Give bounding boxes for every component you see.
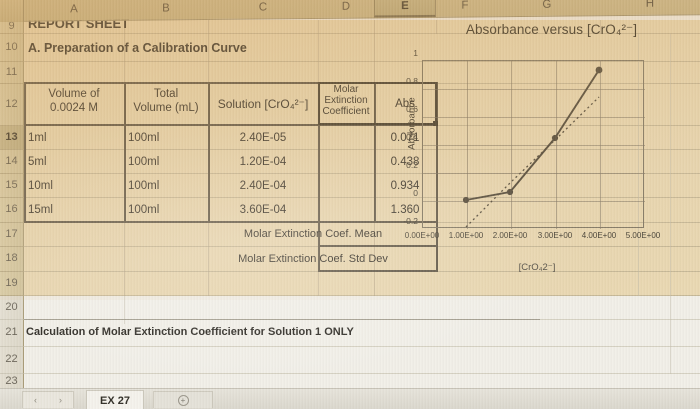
x-tick-1: 1.00E+00 [448, 231, 484, 240]
y-tick-5: 0.8 [406, 76, 418, 86]
cell-a16[interactable]: 15ml [28, 204, 53, 216]
cell-c14[interactable]: 1.20E-04 [239, 155, 287, 168]
plus-circle-icon: + [177, 394, 189, 406]
header-volume-of: Volume of [48, 88, 100, 100]
header-molar: Molar [333, 84, 359, 95]
data-point-4[interactable] [595, 66, 603, 74]
row-header-11[interactable]: 11 [0, 62, 24, 84]
data-point-1[interactable] [462, 196, 470, 204]
x-tick-0: 0.00E+00 [404, 231, 440, 240]
chart-x-ticks: 0.00E+00 1.00E+00 2.00E+00 3.00E+00 4.00… [392, 231, 682, 245]
row-header-16[interactable]: 16 [0, 198, 24, 223]
selected-cell-e13[interactable] [318, 82, 438, 126]
row-header-18[interactable]: 18 [0, 247, 24, 272]
chart-plot-area [422, 60, 645, 229]
header-extinction: Extinction [324, 94, 368, 106]
spreadsheet-grid[interactable]: REPORT SHEET A. Preparation of a Calibra… [24, 16, 700, 390]
cell-b14[interactable]: 100ml [128, 155, 160, 168]
data-point-2[interactable] [506, 188, 514, 196]
y-tick-3: 0.4 [406, 132, 418, 142]
fill-handle[interactable] [433, 121, 438, 126]
x-tick-2: 2.00E+00 [492, 231, 528, 240]
cell-c12-solution-header[interactable]: Solution [CrO₄²⁻] [217, 97, 309, 111]
cell-c16[interactable]: 3.60E-04 [239, 204, 287, 216]
column-header-g[interactable]: G [542, 0, 552, 11]
add-sheet-button[interactable]: + [153, 391, 213, 408]
row-header-20[interactable]: 20 [0, 296, 24, 320]
row-header-9[interactable]: 9 [0, 20, 24, 34]
y-tick-4: 0.6 [406, 104, 418, 114]
column-header-a[interactable]: A [70, 3, 78, 16]
cell-a15[interactable]: 10ml [28, 179, 53, 192]
cell-b13[interactable]: 100ml [128, 131, 160, 144]
cell-a14[interactable]: 5ml [28, 155, 47, 168]
x-tick-4: 4.00E+00 [581, 231, 617, 240]
y-tick-0: -0.2 [403, 216, 418, 226]
data-line [465, 69, 600, 201]
cell-c18-stddev-label[interactable]: Molar Extinction Coef. Std Dev [238, 253, 388, 265]
cell-c13[interactable]: 2.40E-05 [239, 131, 287, 144]
sheet-tan-region [24, 20, 700, 296]
cell-d14[interactable]: 0.438 [390, 155, 420, 168]
cell-a13[interactable]: 1ml [28, 131, 47, 144]
sheet-nav-arrows[interactable]: ‹ › [22, 391, 74, 408]
trendline-dotted [465, 96, 600, 228]
next-sheet-arrow-icon[interactable]: › [59, 395, 62, 405]
row-header-gutter: 9 10 11 12 13 14 15 16 17 18 19 20 21 22… [0, 20, 24, 390]
sheet-white-region [24, 296, 700, 390]
chart-series-group [462, 66, 603, 228]
column-header-e[interactable]: E [374, 0, 436, 18]
row-header-22[interactable]: 22 [0, 347, 24, 374]
cell-c17-mean-label[interactable]: Molar Extinction Coef. Mean [243, 228, 383, 240]
row-header-14[interactable]: 14 [0, 150, 24, 174]
cell-d15[interactable]: 0.934 [390, 179, 420, 192]
x-tick-3: 3.00E+00 [537, 231, 573, 240]
sheet-tab-ex27[interactable]: EX 27 [86, 390, 144, 409]
cell-e12-coefficient-header[interactable]: Molar Extinction Coefficient [320, 84, 372, 128]
cell-b16[interactable]: 100ml [128, 204, 160, 216]
column-header-bar: A B C D E F G H [0, 0, 700, 23]
header-total: Total [153, 88, 179, 100]
column-header-b[interactable]: B [162, 2, 170, 15]
row-header-15[interactable]: 15 [0, 174, 24, 198]
cell-c15[interactable]: 2.40E-04 [239, 179, 287, 192]
column-header-f[interactable]: F [461, 0, 469, 12]
y-tick-1: 0 [413, 188, 418, 198]
cell-a21-footer-note[interactable]: Calculation of Molar Extinction Coeffici… [26, 326, 354, 338]
row-header-19[interactable]: 19 [0, 272, 24, 296]
row-header-12[interactable]: 12 [0, 84, 24, 126]
cell-d13[interactable]: 0.071 [390, 131, 420, 144]
chart-y-ticks: -0.2 0 0.2 0.4 0.6 0.8 1 [386, 48, 420, 236]
chart-title: Absorbance versus [CrO₄²⁻] [465, 22, 638, 37]
sheet-tab-bar: ‹ › EX 27 + [0, 388, 700, 409]
cell-b15[interactable]: 100ml [128, 179, 160, 192]
select-all-corner[interactable] [0, 0, 24, 23]
header-molarity: 0.0024 M [50, 102, 98, 115]
row-header-13[interactable]: 13 [0, 126, 24, 150]
column-header-d[interactable]: D [341, 0, 351, 13]
row-header-17[interactable]: 17 [0, 223, 24, 247]
column-header-c[interactable]: C [258, 1, 268, 14]
absorbance-chart[interactable]: Absorbance versus [CrO₄²⁻] Absorbance -0… [386, 22, 682, 290]
data-point-3[interactable] [551, 134, 559, 142]
cell-b12-total-volume-header[interactable]: Total Volume (mL) [126, 86, 206, 122]
cell-a12-volume-header[interactable]: Volume of 0.0024 M [26, 86, 122, 122]
row-header-21[interactable]: 21 [0, 320, 24, 347]
column-header-h[interactable]: H [645, 0, 655, 10]
row-header-10[interactable]: 10 [0, 34, 24, 62]
chart-x-axis-label: [CrO₄2⁻] [518, 262, 556, 273]
header-total-volume: Volume (mL) [133, 102, 199, 115]
cell-d12-abs-header[interactable]: Abs [395, 98, 415, 110]
cell-a10-section-title[interactable]: A. Preparation of a Calibration Curve [28, 41, 247, 55]
y-tick-2: 0.2 [406, 160, 418, 170]
x-tick-5: 5.00E+00 [625, 231, 661, 240]
cell-d16[interactable]: 1.360 [390, 204, 420, 216]
header-coefficient: Coefficient [322, 105, 370, 117]
y-tick-6: 1 [413, 48, 418, 58]
prev-sheet-arrow-icon[interactable]: ‹ [34, 395, 37, 405]
table-top-border [24, 82, 436, 84]
